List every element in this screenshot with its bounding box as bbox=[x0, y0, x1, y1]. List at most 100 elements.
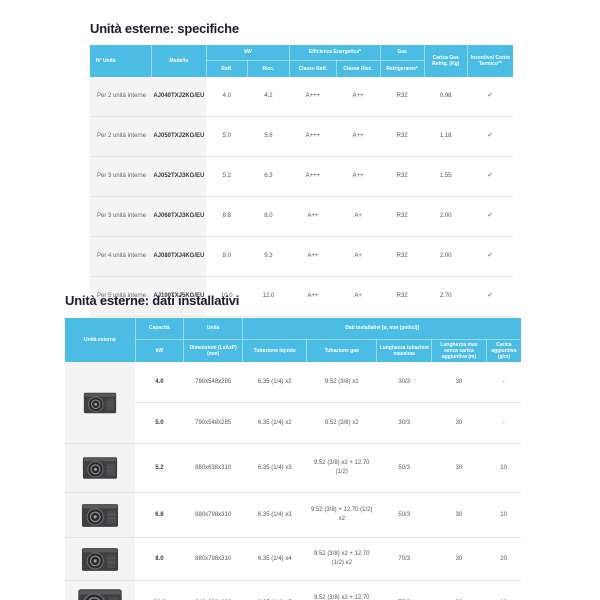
spec-cell-charge: 0.98 bbox=[424, 77, 468, 117]
spec-cell-class-heat: A++ bbox=[336, 156, 381, 197]
spec-cell-kw-cool: 8.0 bbox=[206, 236, 248, 277]
install-cell-gas: 9.52 (3/8) x2 + 12.70 (1/2) bbox=[306, 443, 377, 493]
spec-cell-incentive: ✓ bbox=[467, 77, 513, 117]
install-table-row: 6.8 880x798x310 6.35 (1/4) x3 9.52 (3/8) + … bbox=[65, 492, 521, 538]
spec-cell-gas: R32 bbox=[380, 276, 425, 317]
col-header-kw-risc: Risc. bbox=[246, 60, 290, 77]
col-header-n-unita: N° Unità bbox=[90, 45, 152, 77]
install-cell-dimensions: 880x638x310 bbox=[183, 443, 243, 493]
spec-cell-unit: Per 4 unità interne bbox=[90, 236, 152, 277]
spec-cell-kw-cool: 5.2 bbox=[206, 156, 248, 197]
spec-cell-kw-heat: 6.3 bbox=[247, 156, 290, 197]
spec-cell-kw-cool: 10.0 bbox=[206, 276, 248, 317]
spec-cell-model: AJ052TXJ3KG/EU bbox=[151, 156, 207, 197]
spec-cell-class-heat: A+ bbox=[336, 276, 381, 317]
spec-cell-incentive: ✓ bbox=[467, 236, 513, 277]
install-cell-extra-charge: - bbox=[486, 402, 521, 444]
spec-cell-class-cool: A+++ bbox=[289, 77, 337, 117]
install-table: Unità esterna Capacità Unità Dati instal… bbox=[65, 318, 521, 600]
spec-cell-model: AJ080TXJ4KG/EU bbox=[151, 236, 207, 277]
spec-cell-unit: Per 3 unità interne bbox=[90, 156, 152, 197]
install-cell-extra-charge: 20 bbox=[486, 537, 521, 581]
spec-header-row-2: Raff. Risc. Classe Raff. Classe Risc. Re… bbox=[90, 60, 513, 77]
spec-table-row: Per 2 unità interne AJ050TXJ2KG/EU 5.0 5.6 A… bbox=[90, 116, 513, 157]
spec-cell-gas: R32 bbox=[380, 196, 425, 237]
section-title-specifiche: Unità esterne: specifiche bbox=[90, 21, 239, 36]
spec-cell-kw-cool: 4.0 bbox=[206, 77, 248, 117]
spec-cell-kw-cool: 6.8 bbox=[206, 196, 248, 237]
install-cell-capacity: 5.0 bbox=[135, 402, 184, 444]
install-cell-liquid: 6.35 (1/4) x2 bbox=[242, 402, 307, 444]
spec-cell-class-heat: A+ bbox=[336, 236, 381, 277]
col-header-dimensioni: Dimensioni (LxAxP) (mm) bbox=[183, 339, 243, 362]
install-cell-liquid: 6.35 (1/4) x3 bbox=[242, 443, 307, 493]
install-cell-unit-image bbox=[65, 537, 136, 581]
install-cell-max-length: 30/3 bbox=[376, 402, 432, 444]
col-header-gas: Gas bbox=[379, 45, 425, 61]
spec-table-row: Per 2 unità interne AJ040TXJ2KG/EU 4.0 4.2 A… bbox=[90, 77, 513, 117]
install-cell-unit-image bbox=[65, 580, 136, 600]
spec-cell-charge: 2.00 bbox=[424, 196, 468, 237]
install-cell-dimensions: 940x998x330 bbox=[183, 580, 243, 600]
spec-cell-class-cool: A++ bbox=[289, 236, 337, 277]
spec-cell-model: AJ040TXJ2KG/EU bbox=[151, 77, 207, 117]
outdoor-unit-image bbox=[82, 503, 119, 527]
col-header-kw-raff: Raff. bbox=[205, 60, 248, 77]
spec-cell-class-heat: A++ bbox=[336, 116, 381, 157]
spec-cell-class-cool: A++ bbox=[289, 196, 337, 237]
spec-table-row: Per 3 unità interne AJ068TXJ3KG/EU 6.8 8.0 A… bbox=[90, 196, 513, 237]
spec-cell-incentive: ✓ bbox=[467, 156, 513, 197]
spec-cell-gas: R32 bbox=[380, 116, 425, 157]
spec-cell-kw-heat: 9.3 bbox=[247, 236, 290, 277]
spec-cell-incentive: ✓ bbox=[467, 116, 513, 157]
spec-cell-gas: R32 bbox=[380, 77, 425, 117]
install-cell-liquid: 6.35 (1/4) x3 bbox=[242, 492, 307, 538]
spec-cell-kw-cool: 5.0 bbox=[206, 116, 248, 157]
spec-cell-unit: Per 2 unità interne bbox=[90, 116, 152, 157]
col-header-kw: kW bbox=[134, 339, 184, 362]
install-cell-max-length: 75/3 bbox=[376, 580, 432, 600]
spec-cell-class-heat: A+ bbox=[336, 196, 381, 237]
install-cell-max-no-charge: 30 bbox=[431, 492, 487, 538]
col-header-refrigerante: Refrigerante* bbox=[379, 60, 425, 77]
install-table-row: 10.0940x998x3306.35 (1/4) x59.52 (3/8) x… bbox=[65, 580, 521, 600]
spec-cell-unit: Per 3 unità interne bbox=[90, 196, 152, 237]
spec-table-row: Per 4 unità interne AJ080TXJ4KG/EU 8.0 9.3 A… bbox=[90, 236, 513, 277]
install-cell-dimensions: 790x548x285 bbox=[195, 378, 232, 385]
spec-cell-kw-heat: 4.2 bbox=[247, 77, 290, 117]
spec-cell-gas: R32 bbox=[380, 156, 425, 197]
col-header-modello: Modello bbox=[150, 45, 207, 77]
install-cell-max-no-charge: 30 bbox=[431, 580, 487, 600]
install-cell-extra-charge: 10 bbox=[486, 580, 521, 600]
install-cell-capacity: 5.2 bbox=[135, 443, 184, 493]
col-header-carica-aggiuntiva: Carica aggiuntiva (g/m) bbox=[485, 339, 521, 362]
install-cell-unit-image bbox=[65, 443, 136, 493]
spec-cell-unit: Per 2 unità interne bbox=[90, 77, 152, 117]
spec-cell-charge: 1.18 bbox=[424, 116, 468, 157]
install-header-row-1: Unità esterna Capacità Unità Dati instal… bbox=[65, 318, 521, 362]
col-header-efficienza-group: Efficienza Energetica* bbox=[289, 45, 381, 61]
install-cell-max-no-charge: 30 bbox=[455, 378, 463, 385]
install-table-row: 8.0 880x798x310 6.35 (1/4) x4 9.52 (3/8) x2… bbox=[65, 537, 521, 581]
spec-cell-kw-heat: 12.0 bbox=[247, 276, 290, 317]
spec-table-row: Per 5 unità interne AJ100TXJ5KG/EU 10.0 12.… bbox=[90, 276, 513, 317]
install-cell-capacity: 6.8 bbox=[135, 492, 184, 538]
spec-table: N° Unità Modello kW Efficienza Energetic… bbox=[90, 45, 513, 317]
spec-cell-unit: Per 5 unità interne bbox=[90, 276, 152, 317]
install-cell-liquid: 6.35 (1/4) x5 bbox=[242, 580, 307, 600]
install-header-row-2: kW Dimensioni (LxAxP) (mm) Tubazione liq… bbox=[65, 339, 521, 362]
install-cell-dimensions: 880x798x310 bbox=[183, 537, 243, 581]
spec-table-row: Per 3 unità interne AJ052TXJ3KG/EU 5.2 6.3 A… bbox=[90, 156, 513, 197]
col-header-classe-risc: Classe Risc. bbox=[335, 60, 381, 77]
install-table-row: 4.0 790x548x285 6.35 (1/4) x2 9.52 (3/8) x2… bbox=[65, 362, 521, 444]
spec-cell-model: AJ100TXJ5KG/EU bbox=[151, 276, 207, 317]
install-table-row: 5.0 790x548x285 6.35 (1/4) x2 9.52 (3/8) x2… bbox=[65, 402, 521, 444]
col-header-carica-gas: Carica Gas Refrig. (Kg) bbox=[423, 45, 468, 77]
col-header-classe-raff: Classe Raff. bbox=[289, 60, 337, 77]
spec-cell-incentive: ✓ bbox=[467, 196, 513, 237]
install-cell-max-no-charge: 30 bbox=[431, 537, 487, 581]
spec-cell-class-cool: A+++ bbox=[289, 156, 337, 197]
outdoor-unit-image bbox=[83, 457, 118, 479]
col-header-kw-group: kW bbox=[205, 45, 290, 61]
install-cell-extra-charge: 10 bbox=[486, 443, 521, 493]
